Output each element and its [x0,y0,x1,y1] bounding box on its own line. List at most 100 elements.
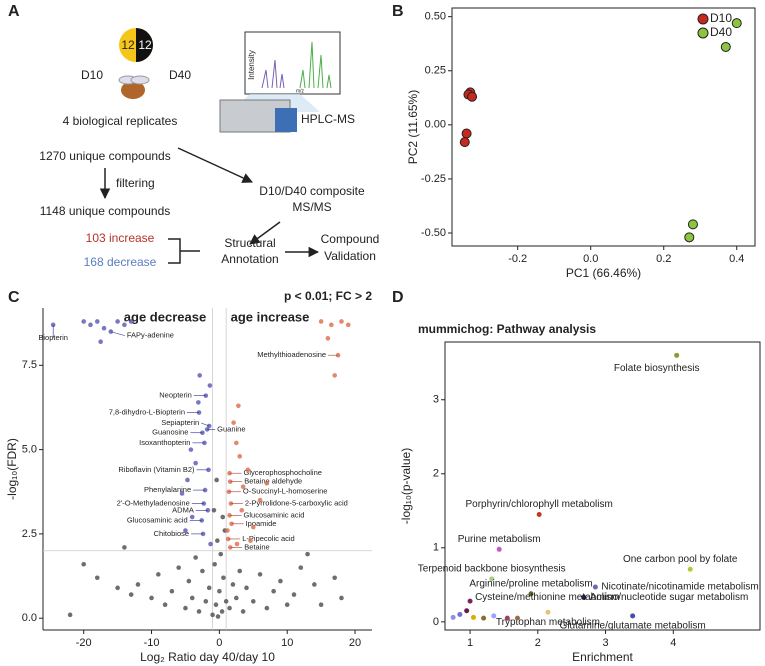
y-tick-label: 1 [433,542,439,554]
point [189,514,195,520]
point [186,578,192,584]
fly-wing [130,75,150,85]
point [234,541,240,547]
point [237,568,243,574]
point [206,585,212,591]
y-axis-label: -log₁₀(FDR) [5,438,19,500]
point [206,423,212,429]
point [227,605,232,611]
arrow [177,147,253,183]
x-tick-label: 3 [602,637,608,649]
point [464,608,470,614]
y-tick-label: 7.5 [22,359,37,371]
point [234,595,239,601]
chart-subtitle: p < 0.01; FC > 2 [284,289,372,303]
point [215,614,221,619]
point [156,572,161,577]
point [264,605,270,611]
point [193,460,198,466]
point-label: ADMA [172,505,194,514]
point [284,602,290,608]
point-label: Glucosaminic acid [244,510,305,519]
point [81,561,87,567]
x-tick-label: 1 [467,637,473,649]
point-label: 7,8-dihydro-L-Biopterin [109,408,185,417]
point [457,611,463,617]
y-axis-label: -log₁₀(p-value) [399,448,413,524]
x-axis-label: Log₂ Ratio day 40/day 10 [140,650,275,664]
arrow [249,221,281,245]
point [215,538,220,543]
day-label: D10 [81,68,103,82]
point [581,594,587,600]
point [200,568,205,574]
point [185,477,190,483]
x-tick-label: 10 [281,637,293,649]
point [240,609,246,614]
point [169,588,175,594]
point [630,613,636,619]
point [193,555,198,560]
point [674,352,680,358]
point-label: Ipoamide [246,519,277,528]
step-text: filtering [116,176,155,190]
point [162,602,168,608]
annotation: age increase [231,309,310,324]
point [332,373,337,378]
step-text: 103 increase [86,231,155,245]
point [250,599,256,604]
point [461,128,472,139]
point [115,319,120,324]
point [122,322,127,328]
y-tick-label: 0.25 [425,65,446,77]
point [332,575,337,581]
x-tick-label: -20 [76,637,92,649]
step-text: Validation [324,249,376,263]
point [94,575,100,581]
y-tick-label: 0 [433,616,439,628]
point [81,319,87,324]
point [135,582,141,587]
x-tick-label: 0 [216,637,222,649]
point [214,477,219,483]
point [211,508,217,513]
point [345,322,351,328]
y-tick-label: 5.0 [22,444,37,456]
point-label: Tryptophan metabolism [496,617,600,628]
point-label: Glycerophosphocholine [244,468,322,477]
point [731,18,742,29]
point [183,605,188,611]
point [687,566,693,572]
point [122,545,127,550]
point [234,440,239,446]
point [230,582,236,587]
point [128,592,134,597]
point [291,592,297,597]
point [450,614,456,620]
point [328,322,334,328]
day-label: D40 [169,68,191,82]
legend-swatch [697,27,709,39]
spectrum-axis: Intensity [247,50,256,80]
bracket [168,238,200,264]
instrument-label: HPLC-MS [301,112,355,126]
point-label: Amino/nucleotide sugar metabolism [590,592,748,603]
point [88,322,93,328]
step-text: 4 biological replicates [63,114,178,128]
chart-title: mummichog: Pathway analysis [418,322,596,336]
spectrum-peaks [299,41,332,89]
x-tick-label: 0.4 [729,253,744,265]
point [470,614,476,620]
point [239,508,245,513]
point [467,91,478,102]
point [257,572,263,577]
point-label: 2-Pyrrolidone-5-carboxylic acid [245,499,348,508]
point [67,612,73,618]
point [176,565,181,570]
point [244,585,249,591]
plot-frame [451,7,756,247]
clock-label: 12 [138,38,152,52]
legend-label: D10 [710,11,732,25]
point [196,400,201,405]
step-text: 168 decrease [84,255,157,269]
